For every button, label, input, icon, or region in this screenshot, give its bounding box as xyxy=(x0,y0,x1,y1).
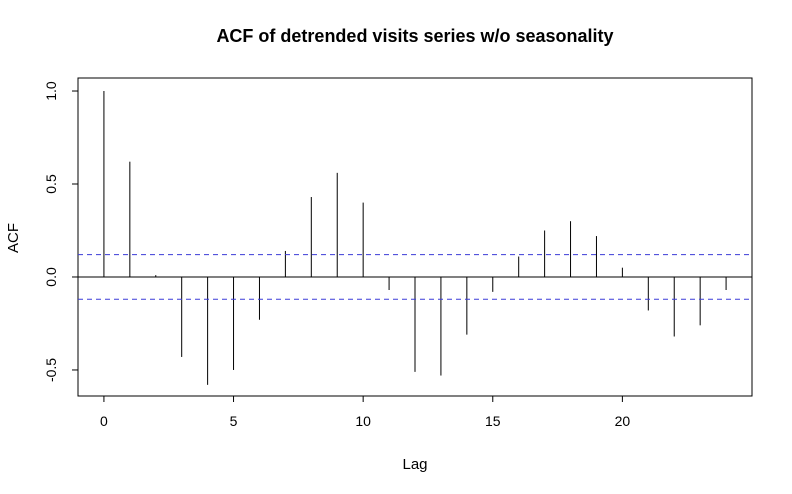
y-tick-label: 1.0 xyxy=(43,81,59,101)
x-tick-label: 5 xyxy=(230,413,238,429)
chart-title: ACF of detrended visits series w/o seaso… xyxy=(216,26,613,46)
y-tick-label: 0.5 xyxy=(43,174,59,194)
y-axis: -0.5 0.0 0.5 1.0 xyxy=(43,81,79,382)
confidence-bounds xyxy=(78,254,752,300)
x-axis: 0 5 10 15 20 xyxy=(100,395,631,429)
acf-bars xyxy=(78,91,752,385)
x-tick-label: 0 xyxy=(100,413,108,429)
y-tick-label: 0.0 xyxy=(43,267,59,287)
x-tick-label: 15 xyxy=(485,413,501,429)
x-tick-label: 20 xyxy=(615,413,631,429)
x-axis-label: Lag xyxy=(402,456,427,473)
y-tick-label: -0.5 xyxy=(43,358,59,382)
x-tick-label: 10 xyxy=(355,413,371,429)
y-axis-label: ACF xyxy=(5,223,22,253)
